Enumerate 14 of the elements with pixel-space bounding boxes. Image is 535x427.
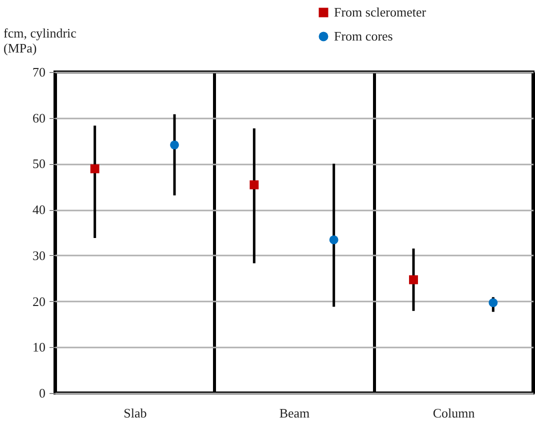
y-tick-label: 70 xyxy=(32,64,46,80)
y-tick-label: 40 xyxy=(32,202,46,218)
y-tick-label: 10 xyxy=(32,340,46,355)
y-tick-label: 20 xyxy=(32,294,46,309)
y-tick-label: 30 xyxy=(32,248,46,263)
legend-label: From cores xyxy=(334,28,393,44)
y-tick-label: 60 xyxy=(32,110,46,126)
x-tick-label: Slab xyxy=(124,406,147,420)
x-tick-label: Beam xyxy=(279,406,310,420)
x-tick-label: Column xyxy=(432,406,476,420)
y-tick-label: 0 xyxy=(39,386,46,400)
y-axis-title: fcm, cylindric (MPa) xyxy=(4,26,77,56)
legend-label: From sclerometer xyxy=(334,4,427,20)
y-tick-label: 50 xyxy=(32,156,46,172)
